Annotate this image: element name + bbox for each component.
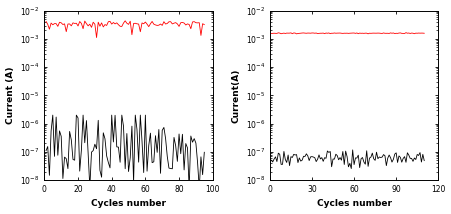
X-axis label: Cycles number: Cycles number — [91, 199, 166, 208]
X-axis label: Cycles number: Cycles number — [317, 199, 391, 208]
Y-axis label: Current(A): Current(A) — [231, 68, 240, 123]
Y-axis label: Current (A): Current (A) — [5, 67, 14, 124]
